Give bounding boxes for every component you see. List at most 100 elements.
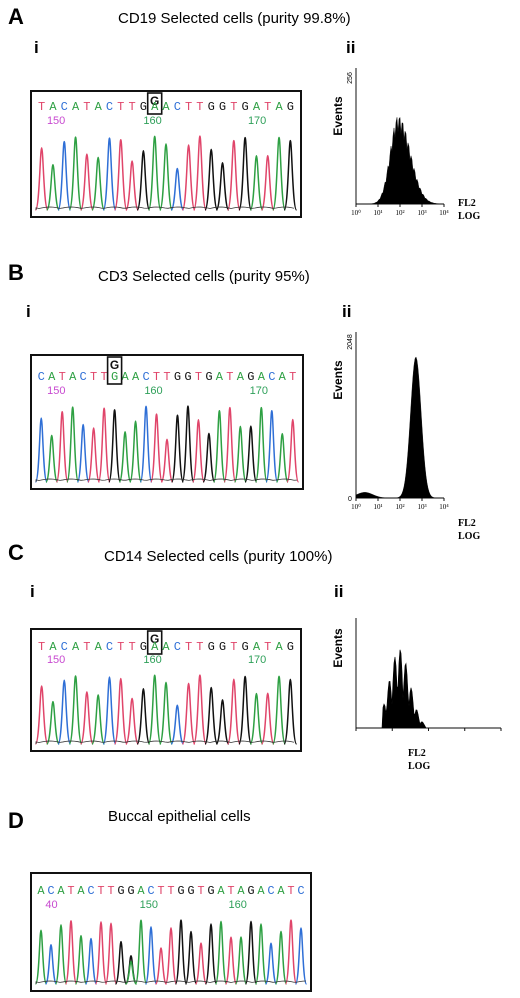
base-letter: A <box>49 100 57 114</box>
panel-title-a: CD19 Selected cells (purity 99.8%) <box>118 10 351 27</box>
mutation-base-label: G <box>150 632 159 646</box>
panel-letter-a: A <box>8 4 24 29</box>
flow-axes <box>355 618 501 729</box>
trace-peak <box>181 405 195 483</box>
base-letter: T <box>185 640 192 654</box>
panel-title-c: CD14 Selected cells (purity 100%) <box>104 548 333 565</box>
base-letter: T <box>83 640 90 654</box>
chromatogram-c: TACATACTTGAACTTGGTGATAGGA150160170 <box>30 628 302 752</box>
base-letter: G <box>140 640 147 654</box>
trace-peak <box>181 144 196 211</box>
trace-peak <box>136 149 151 211</box>
trace-peak <box>284 919 298 985</box>
base-letter: T <box>128 640 135 654</box>
trace-peak <box>215 699 230 745</box>
trace-peak <box>144 926 158 985</box>
mutation-box <box>146 92 163 115</box>
trace-peak <box>54 924 68 985</box>
base-letter: C <box>80 370 87 384</box>
base-letter: T <box>230 100 237 114</box>
flow-x-axis-scale: LOG <box>458 531 480 542</box>
base-letter: G <box>242 640 249 654</box>
base-letter: A <box>72 100 80 114</box>
trace-baseline <box>35 206 295 210</box>
base-letter: T <box>289 370 296 384</box>
mutation-box <box>146 630 163 655</box>
base-letter: G <box>174 370 181 384</box>
base-letter: G <box>184 370 191 384</box>
base-letter: A <box>132 370 140 384</box>
trace-peak <box>204 923 218 985</box>
trace-peak <box>159 143 173 211</box>
trace-peak <box>79 691 94 745</box>
trace-peak <box>159 681 173 745</box>
base-letter: C <box>106 100 113 114</box>
trace-peak <box>202 432 216 483</box>
base-letter: T <box>101 370 108 384</box>
trace-peak <box>113 677 128 745</box>
base-letter: A <box>77 884 85 898</box>
sequence-position-label: 160 <box>229 899 247 911</box>
base-letter: A <box>72 640 80 654</box>
base-letter: G <box>242 100 249 114</box>
base-letter: C <box>106 640 113 654</box>
base-letter: G <box>219 100 226 114</box>
base-letter: T <box>195 370 202 384</box>
trace-peak <box>118 430 132 483</box>
base-letter: A <box>37 884 45 898</box>
flow-x-tick-label: 10⁴ <box>439 209 449 217</box>
flow-histogram-fill <box>356 116 445 205</box>
trace-peak <box>34 147 49 211</box>
base-letter: A <box>162 640 170 654</box>
base-letter: A <box>253 640 261 654</box>
trace-peak <box>124 960 138 985</box>
base-letter: T <box>230 640 237 654</box>
base-letter: T <box>227 884 234 898</box>
base-letter: A <box>95 100 103 114</box>
panel-title-b: CD3 Selected cells (purity 95%) <box>98 268 310 285</box>
flow-y-max-label: 2048 <box>347 334 354 350</box>
trace-peak <box>254 406 268 483</box>
flow-x-tick-label: 10¹ <box>373 209 382 217</box>
trace-peak <box>275 432 289 483</box>
trace-peak <box>44 943 58 985</box>
base-letter: T <box>264 640 271 654</box>
flow-y-min-label: 0 <box>348 496 352 503</box>
trace-peak <box>184 930 198 985</box>
trace-peak <box>34 685 49 745</box>
base-letter: T <box>38 100 45 114</box>
trace-peak <box>125 160 140 211</box>
flow-x-tick-label: 10³ <box>417 503 426 511</box>
trace-peak <box>97 407 111 483</box>
base-letter: C <box>147 884 154 898</box>
trace-peak <box>114 940 128 985</box>
base-letter: A <box>257 884 265 898</box>
trace-peak <box>260 692 275 745</box>
trace-peak <box>104 922 118 985</box>
flow-y-max-label: 256 <box>347 72 354 84</box>
trace-peak <box>254 923 268 985</box>
trace-peak <box>244 425 258 483</box>
base-letter: C <box>61 640 68 654</box>
trace-peak <box>294 927 308 985</box>
base-letter: C <box>142 370 149 384</box>
sequence-position-label: 150 <box>47 115 65 127</box>
base-letter: A <box>277 884 285 898</box>
base-letter: T <box>185 100 192 114</box>
trace-peak <box>286 418 300 483</box>
base-letter: T <box>90 370 97 384</box>
trace-peak <box>264 942 278 985</box>
trace-peak <box>204 148 219 211</box>
trace-peak <box>139 405 153 483</box>
trace-peak <box>265 410 279 483</box>
flow-x-tick-label: 10² <box>395 209 404 217</box>
base-letter: G <box>127 884 134 898</box>
base-letter: G <box>117 884 124 898</box>
base-letter: T <box>167 884 174 898</box>
base-letter: T <box>157 884 164 898</box>
trace-peak <box>238 675 253 745</box>
base-letter: G <box>287 100 294 114</box>
base-letter: T <box>196 100 203 114</box>
base-letter: C <box>174 640 181 654</box>
base-letter: T <box>163 370 170 384</box>
